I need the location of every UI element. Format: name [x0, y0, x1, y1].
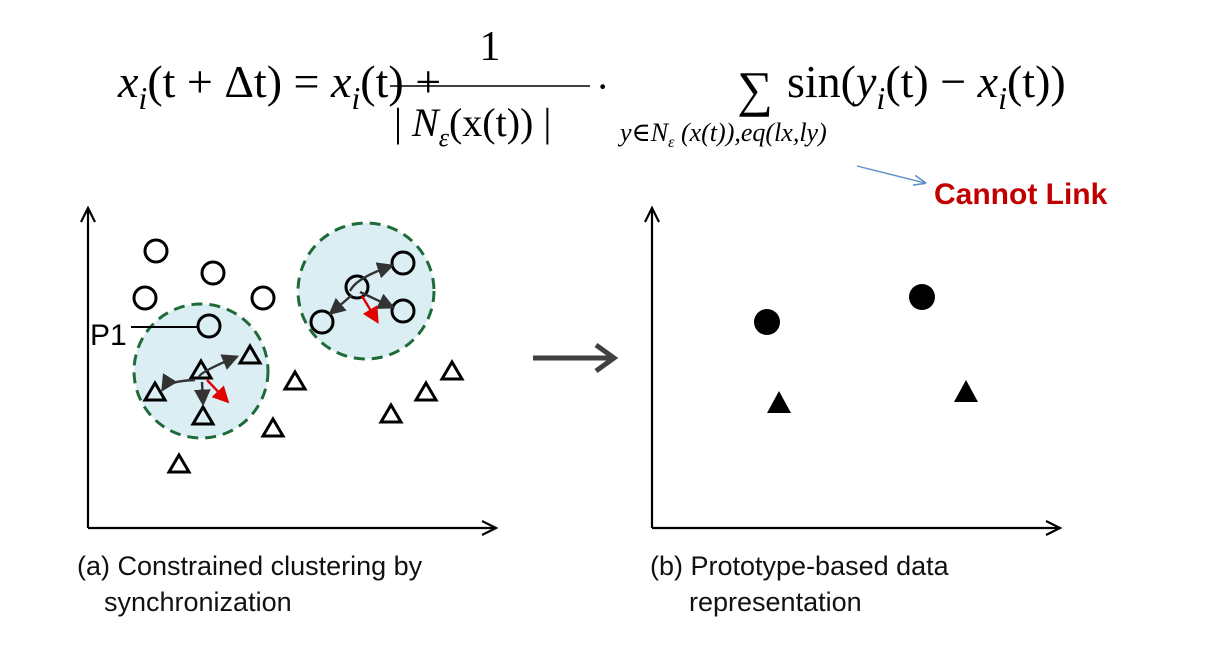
panel-b-x-axis-arrowhead [1045, 520, 1063, 536]
triangle-point [413, 380, 439, 402]
formula-lhs-sub: i [138, 80, 147, 116]
triangle-point-center [188, 358, 214, 380]
fraction-denominator-open: | [394, 100, 412, 145]
triangle-point [378, 402, 404, 424]
triangle-prototype [767, 391, 791, 413]
cannot-link-arrow [206, 379, 230, 404]
formula-lhs-x: x [117, 56, 139, 107]
triangle-point [190, 404, 216, 426]
fraction-denominator-eps: ε [439, 123, 450, 152]
formula-lhs-args: (t + Δt) = [147, 56, 331, 107]
panel-b-y-axis-arrowhead [644, 205, 660, 223]
sum-body-x: x [977, 56, 999, 107]
circle-sync-arrows [328, 262, 396, 324]
triangle-prototype [954, 380, 978, 402]
triangle-point [260, 416, 286, 438]
sync-update-formula: xi(t + Δt) = xi(t) + 1 | Nε(x(t)) | · ∑ … [117, 24, 1066, 152]
p1-label: P1 [90, 319, 127, 352]
triangle-class-points [142, 343, 465, 474]
circle-point [390, 298, 416, 324]
sync-arrow [359, 290, 396, 309]
sum-body-pre: sin( [787, 56, 856, 107]
svg-text:y∈Nε (x(t)),eq(lx,ly): y∈Nε (x(t)),eq(lx,ly) [617, 118, 827, 151]
panel-a-caption-line1: (a) Constrained clustering by [77, 551, 423, 581]
circle-point [250, 285, 276, 311]
triangle-point [439, 359, 465, 381]
panel-a-axes [80, 205, 499, 536]
sum-sub-eps: ε [668, 134, 675, 151]
cannot-link-label: Cannot Link [934, 178, 1108, 211]
circle-point [309, 309, 335, 335]
svg-text:sin(yi(t) − xi(t)): sin(yi(t) − xi(t)) [787, 56, 1066, 116]
fraction-numerator: 1 [480, 24, 501, 70]
formula-rhs-args: (t) + [360, 56, 441, 107]
sync-arrow [197, 354, 240, 378]
panel-a-y-axis-arrowhead [80, 205, 96, 223]
sum-body-x-sub: i [998, 80, 1007, 116]
p1-callout: P1 [90, 319, 198, 352]
fraction-denominator-N: N [411, 100, 441, 145]
triangle-point [142, 380, 168, 402]
sum-symbol: ∑ [737, 61, 773, 117]
circle-point-center [344, 274, 370, 300]
triangle-point [237, 343, 263, 365]
triangle-neighborhood-circle [132, 302, 270, 440]
cannot-link-arrow [360, 295, 379, 324]
sum-sub-pre: y∈ [617, 118, 651, 147]
sum-body-mid: (t) − [885, 56, 977, 107]
circle-prototype [909, 284, 935, 310]
panel-b-caption-line1: (b) Prototype-based data [650, 551, 950, 581]
cannot-link-pointer-arrow [856, 165, 925, 183]
panel-b-axes [644, 205, 1063, 536]
sync-arrow [193, 381, 211, 407]
panel-b: (b) Prototype-based data representation [644, 205, 1063, 617]
formula-dot: · [596, 64, 609, 109]
circle-point [143, 238, 169, 264]
triangle-point [282, 369, 308, 391]
circle-point [200, 260, 226, 286]
panel-a-x-axis-arrowhead [481, 520, 499, 536]
sum-sub-eq: eq(lx,ly) [741, 118, 827, 147]
transition-arrow-head [594, 342, 619, 374]
sum-body-y: y [852, 56, 877, 107]
sum-body-post: (t)) [1007, 56, 1066, 107]
panel-a-caption-line2: synchronization [104, 587, 292, 617]
prototype-points [754, 284, 978, 413]
triangle-point [166, 452, 192, 474]
svg-text:| Nε(x(t)) |: | Nε(x(t)) | [394, 100, 551, 152]
formula-rhs-sub: i [351, 80, 360, 116]
sum-body-y-sub: i [876, 80, 885, 116]
cannot-link-annotation: Cannot Link [856, 165, 1108, 211]
sum-sub-N: N [650, 118, 670, 147]
triangle-sync-arrows [161, 354, 240, 407]
transition-arrow [533, 342, 619, 374]
sync-arrow [348, 262, 395, 292]
formula-rhs-x: x [330, 56, 352, 107]
panel-a: P1 (a) Constrained clustering by synchro… [77, 205, 499, 617]
panel-b-caption-line2: representation [689, 587, 862, 617]
sync-arrow [161, 373, 196, 392]
circle-point [132, 285, 158, 311]
fraction-denominator-close: (x(t)) | [449, 100, 551, 145]
circle-prototype [754, 309, 780, 335]
svg-text:xi(t + Δt) = xi(t) +: xi(t + Δt) = xi(t) + [117, 56, 441, 116]
sum-sub-post: (x(t)), [674, 118, 740, 147]
sync-arrow [328, 294, 353, 316]
